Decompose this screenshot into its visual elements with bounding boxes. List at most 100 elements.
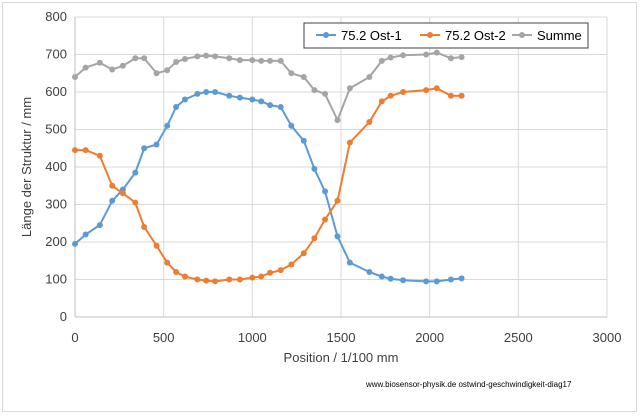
data-point bbox=[458, 92, 465, 99]
axes bbox=[74, 17, 607, 318]
data-point bbox=[366, 119, 373, 125]
series-line bbox=[74, 91, 462, 283]
series-lines bbox=[72, 49, 465, 285]
data-point bbox=[173, 59, 180, 65]
data-point bbox=[346, 85, 353, 92]
data-point bbox=[153, 242, 160, 249]
data-point bbox=[334, 197, 341, 204]
legend-label: Summe bbox=[537, 28, 582, 43]
series-2 bbox=[72, 85, 465, 285]
footer-credit: www.biosensor-physik.de ostwind-geschwin… bbox=[366, 380, 572, 389]
data-point bbox=[267, 57, 274, 64]
x-tick-label: 3000 bbox=[593, 330, 622, 345]
y-tick-label: 800 bbox=[45, 9, 67, 24]
data-point bbox=[277, 57, 284, 64]
data-point bbox=[366, 74, 373, 80]
x-tick-label: 500 bbox=[153, 330, 175, 345]
data-point bbox=[288, 70, 295, 77]
data-point bbox=[72, 74, 78, 80]
x-tick-label: 1500 bbox=[327, 330, 356, 345]
y-tick-label: 0 bbox=[60, 309, 67, 324]
data-point bbox=[346, 139, 353, 146]
data-point bbox=[288, 122, 295, 129]
legend-marker bbox=[427, 32, 433, 38]
data-point bbox=[458, 275, 465, 282]
data-point bbox=[366, 269, 373, 275]
data-point bbox=[96, 222, 103, 229]
data-point bbox=[433, 278, 440, 285]
data-point bbox=[447, 55, 454, 62]
data-point bbox=[258, 57, 265, 64]
data-point bbox=[109, 182, 116, 189]
data-point bbox=[447, 276, 454, 283]
data-point bbox=[378, 273, 385, 280]
x-tick-label: 1000 bbox=[238, 330, 267, 345]
data-point bbox=[164, 259, 171, 266]
data-point bbox=[311, 87, 318, 94]
data-point bbox=[181, 96, 188, 103]
data-point bbox=[277, 267, 284, 274]
data-point bbox=[109, 197, 116, 204]
data-point bbox=[132, 199, 139, 206]
legend-marker bbox=[323, 32, 329, 38]
y-tick-label: 600 bbox=[45, 84, 67, 99]
data-point bbox=[400, 89, 407, 95]
data-point bbox=[203, 89, 210, 95]
data-point bbox=[458, 54, 465, 61]
series-3 bbox=[72, 49, 465, 124]
data-point bbox=[346, 259, 353, 266]
data-point bbox=[433, 85, 440, 92]
series-1 bbox=[72, 89, 465, 285]
data-point bbox=[387, 54, 394, 61]
data-point bbox=[334, 233, 341, 240]
data-point bbox=[226, 92, 233, 99]
data-point bbox=[96, 152, 103, 159]
data-point bbox=[311, 165, 318, 172]
legend-item: 75.2 Ost-2 bbox=[420, 28, 506, 43]
chart-frame bbox=[2, 2, 637, 412]
data-point bbox=[387, 92, 394, 99]
data-point bbox=[288, 261, 295, 268]
x-tick-label: 2500 bbox=[504, 330, 533, 345]
legend-marker bbox=[519, 32, 525, 38]
data-point bbox=[226, 276, 233, 283]
legend: 75.2 Ost-1 75.2 Ost-2 Summe bbox=[303, 22, 589, 49]
data-point bbox=[300, 74, 307, 80]
data-point bbox=[203, 52, 210, 59]
data-point bbox=[311, 235, 318, 242]
data-point bbox=[164, 122, 171, 129]
data-point bbox=[423, 87, 430, 94]
data-point bbox=[400, 277, 407, 284]
gridlines bbox=[75, 16, 608, 317]
x-tick-label: 0 bbox=[71, 330, 78, 345]
data-point bbox=[109, 66, 116, 73]
data-point bbox=[249, 57, 256, 64]
data-point bbox=[181, 56, 188, 62]
data-point bbox=[447, 92, 454, 99]
data-point bbox=[82, 231, 89, 238]
data-point bbox=[212, 278, 219, 285]
data-point bbox=[433, 49, 440, 56]
data-point bbox=[423, 278, 430, 285]
data-point bbox=[194, 276, 201, 283]
data-point bbox=[72, 240, 78, 247]
data-point bbox=[203, 277, 210, 284]
data-point bbox=[132, 169, 139, 176]
data-point bbox=[141, 55, 148, 62]
data-point bbox=[212, 89, 219, 95]
data-point bbox=[181, 273, 188, 280]
data-point bbox=[153, 70, 160, 77]
data-point bbox=[249, 274, 256, 281]
legend-label: 75.2 Ost-1 bbox=[341, 28, 402, 43]
data-point bbox=[82, 64, 89, 71]
x-axis-title: Position / 1/100 mm bbox=[284, 350, 399, 365]
data-point bbox=[300, 250, 307, 257]
data-point bbox=[212, 53, 219, 60]
data-point bbox=[119, 62, 126, 69]
y-tick-label: 500 bbox=[45, 122, 67, 137]
data-point bbox=[300, 137, 307, 144]
data-point bbox=[119, 190, 126, 197]
data-point bbox=[194, 53, 201, 60]
data-point bbox=[267, 102, 274, 109]
